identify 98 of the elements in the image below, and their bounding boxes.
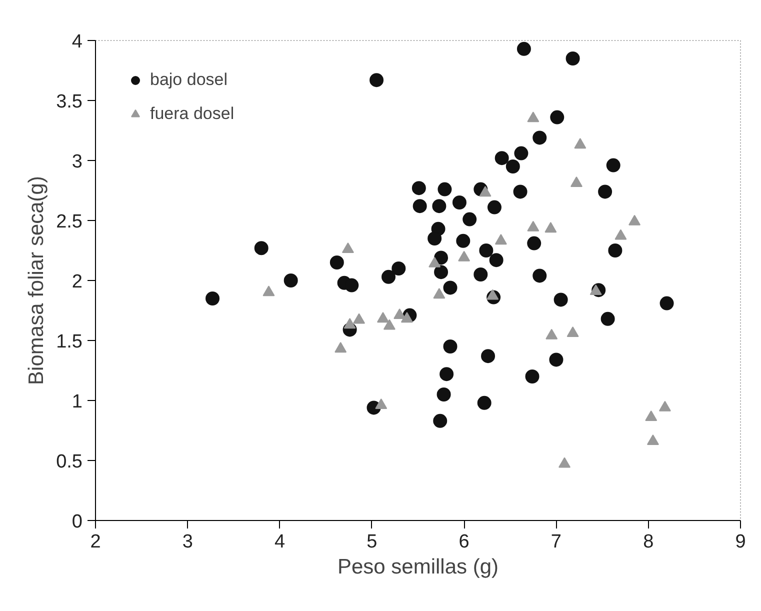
point <box>525 370 540 384</box>
point <box>443 280 458 295</box>
x-tick-label: 4 <box>274 532 286 552</box>
point <box>458 250 470 262</box>
point <box>566 52 580 66</box>
point <box>477 396 492 410</box>
point <box>400 312 413 323</box>
point <box>527 220 540 232</box>
point <box>383 319 396 330</box>
x-tick-label: 2 <box>90 532 101 552</box>
point <box>436 388 451 402</box>
point <box>382 270 396 284</box>
point <box>433 414 448 428</box>
point <box>516 42 531 56</box>
point <box>342 242 354 253</box>
point <box>330 256 344 270</box>
point <box>370 73 384 88</box>
point <box>532 268 547 283</box>
y-tick-label: 2.5 <box>56 212 83 232</box>
y-tick-label: 2 <box>72 272 83 292</box>
point <box>660 296 674 310</box>
point <box>344 318 356 329</box>
point <box>566 326 579 337</box>
y-tick-label: 4 <box>72 32 83 52</box>
point <box>433 288 446 299</box>
y-tick-label: 0.5 <box>56 452 83 472</box>
x-tick-label: 3 <box>182 532 193 552</box>
point <box>474 268 488 282</box>
point <box>432 199 446 214</box>
point <box>284 274 298 288</box>
point <box>600 312 615 326</box>
point <box>486 289 499 300</box>
point <box>489 253 504 268</box>
y-tick-label: 0 <box>72 512 83 532</box>
point <box>570 176 582 187</box>
point <box>554 292 568 307</box>
point <box>544 222 557 233</box>
point <box>376 312 389 323</box>
point <box>344 278 359 292</box>
point <box>628 214 641 226</box>
y-tick-label: 1 <box>72 392 83 412</box>
point <box>506 160 520 174</box>
x-tick-label: 9 <box>735 532 746 552</box>
point <box>645 410 658 421</box>
point <box>262 286 275 296</box>
point <box>532 130 547 145</box>
point <box>614 229 627 240</box>
point <box>428 256 441 268</box>
point <box>550 110 564 124</box>
point <box>412 199 427 214</box>
point <box>513 184 528 199</box>
point <box>353 313 366 324</box>
point <box>558 457 571 468</box>
x-tick-label: 7 <box>550 532 562 552</box>
point <box>598 184 612 199</box>
point <box>514 146 528 160</box>
point <box>527 112 540 122</box>
x-axis-title: Peso semillas (g) <box>337 556 499 578</box>
point <box>462 212 477 226</box>
point <box>394 308 406 319</box>
x-tick-label: 5 <box>366 532 378 552</box>
point <box>254 241 268 256</box>
point <box>434 250 448 265</box>
point <box>479 244 494 258</box>
point <box>527 236 542 250</box>
point <box>334 342 347 353</box>
point <box>606 158 620 172</box>
y-tick-label: 3.5 <box>56 92 83 112</box>
point <box>456 234 470 248</box>
y-tick-label: 3 <box>72 152 83 172</box>
point <box>375 398 388 409</box>
point <box>434 265 448 280</box>
point <box>443 340 458 354</box>
point <box>574 138 586 149</box>
point <box>487 200 502 214</box>
legend-label: bajo dosel <box>150 70 228 90</box>
y-tick-label: 1.5 <box>56 332 83 352</box>
point <box>428 232 442 246</box>
point <box>546 328 558 340</box>
point <box>206 292 220 306</box>
point <box>440 367 454 382</box>
y-axis-title: Biomasa foliar seca(g) <box>25 176 48 385</box>
point <box>549 352 564 367</box>
point <box>438 182 452 196</box>
point <box>608 244 622 258</box>
point <box>658 400 671 412</box>
point <box>452 196 466 210</box>
x-tick-label: 6 <box>458 532 470 552</box>
point <box>479 186 492 197</box>
point <box>646 434 659 445</box>
point <box>392 262 406 276</box>
point <box>412 181 426 196</box>
legend-label: fuera dosel <box>150 104 234 124</box>
point <box>590 284 602 295</box>
x-tick-label: 8 <box>643 532 654 552</box>
point <box>481 349 496 364</box>
point <box>494 234 507 245</box>
point <box>494 151 509 166</box>
